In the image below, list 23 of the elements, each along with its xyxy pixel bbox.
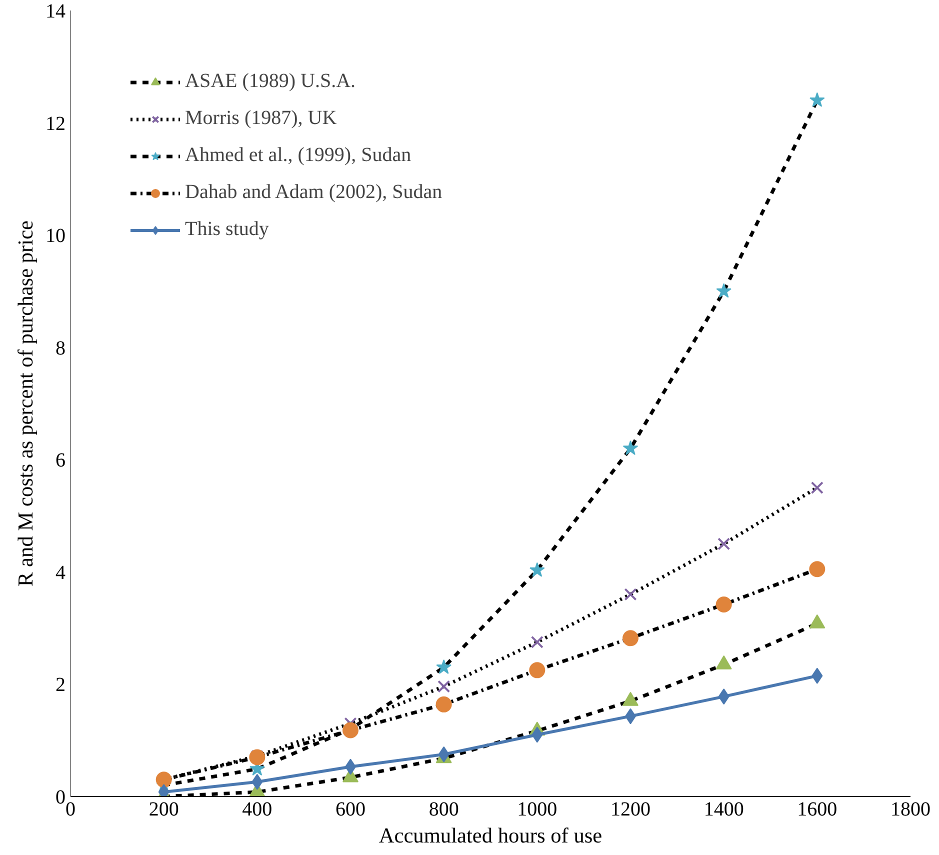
y-tick-label: 6 — [56, 450, 66, 472]
y-tick-label: 10 — [46, 225, 66, 248]
x-tick-label: 1000 — [517, 798, 558, 820]
y-axis-title: R and M costs as percent of purchase price — [14, 220, 38, 586]
x-tick-label: 1600 — [797, 798, 838, 820]
x-tick-label: 1200 — [610, 798, 650, 820]
y-tick-label: 4 — [56, 562, 66, 584]
y-tick-label: 2 — [56, 674, 66, 696]
legend-label: Dahab and Adam (2002), Sudan — [185, 181, 442, 204]
x-tick-label: 200 — [148, 798, 179, 820]
y-tick-label: 8 — [56, 337, 66, 360]
x-tick-label: 1400 — [704, 798, 744, 820]
x-tick-label: 800 — [428, 798, 459, 820]
x-tick-label: 1800 — [890, 798, 930, 820]
y-tick-label: 12 — [46, 112, 66, 135]
legend-label: Morris (1987), UK — [185, 107, 337, 130]
legend-label: Ahmed et al., (1999), Sudan — [185, 144, 412, 167]
x-tick-label: 600 — [336, 798, 366, 820]
x-axis-title: Accumulated hours of use — [378, 824, 602, 848]
legend-label: ASAE (1989) U.S.A. — [185, 70, 356, 93]
y-tick-label: 14 — [46, 0, 66, 22]
legend-label: This study — [185, 218, 269, 241]
x-tick-label: 400 — [242, 798, 272, 820]
